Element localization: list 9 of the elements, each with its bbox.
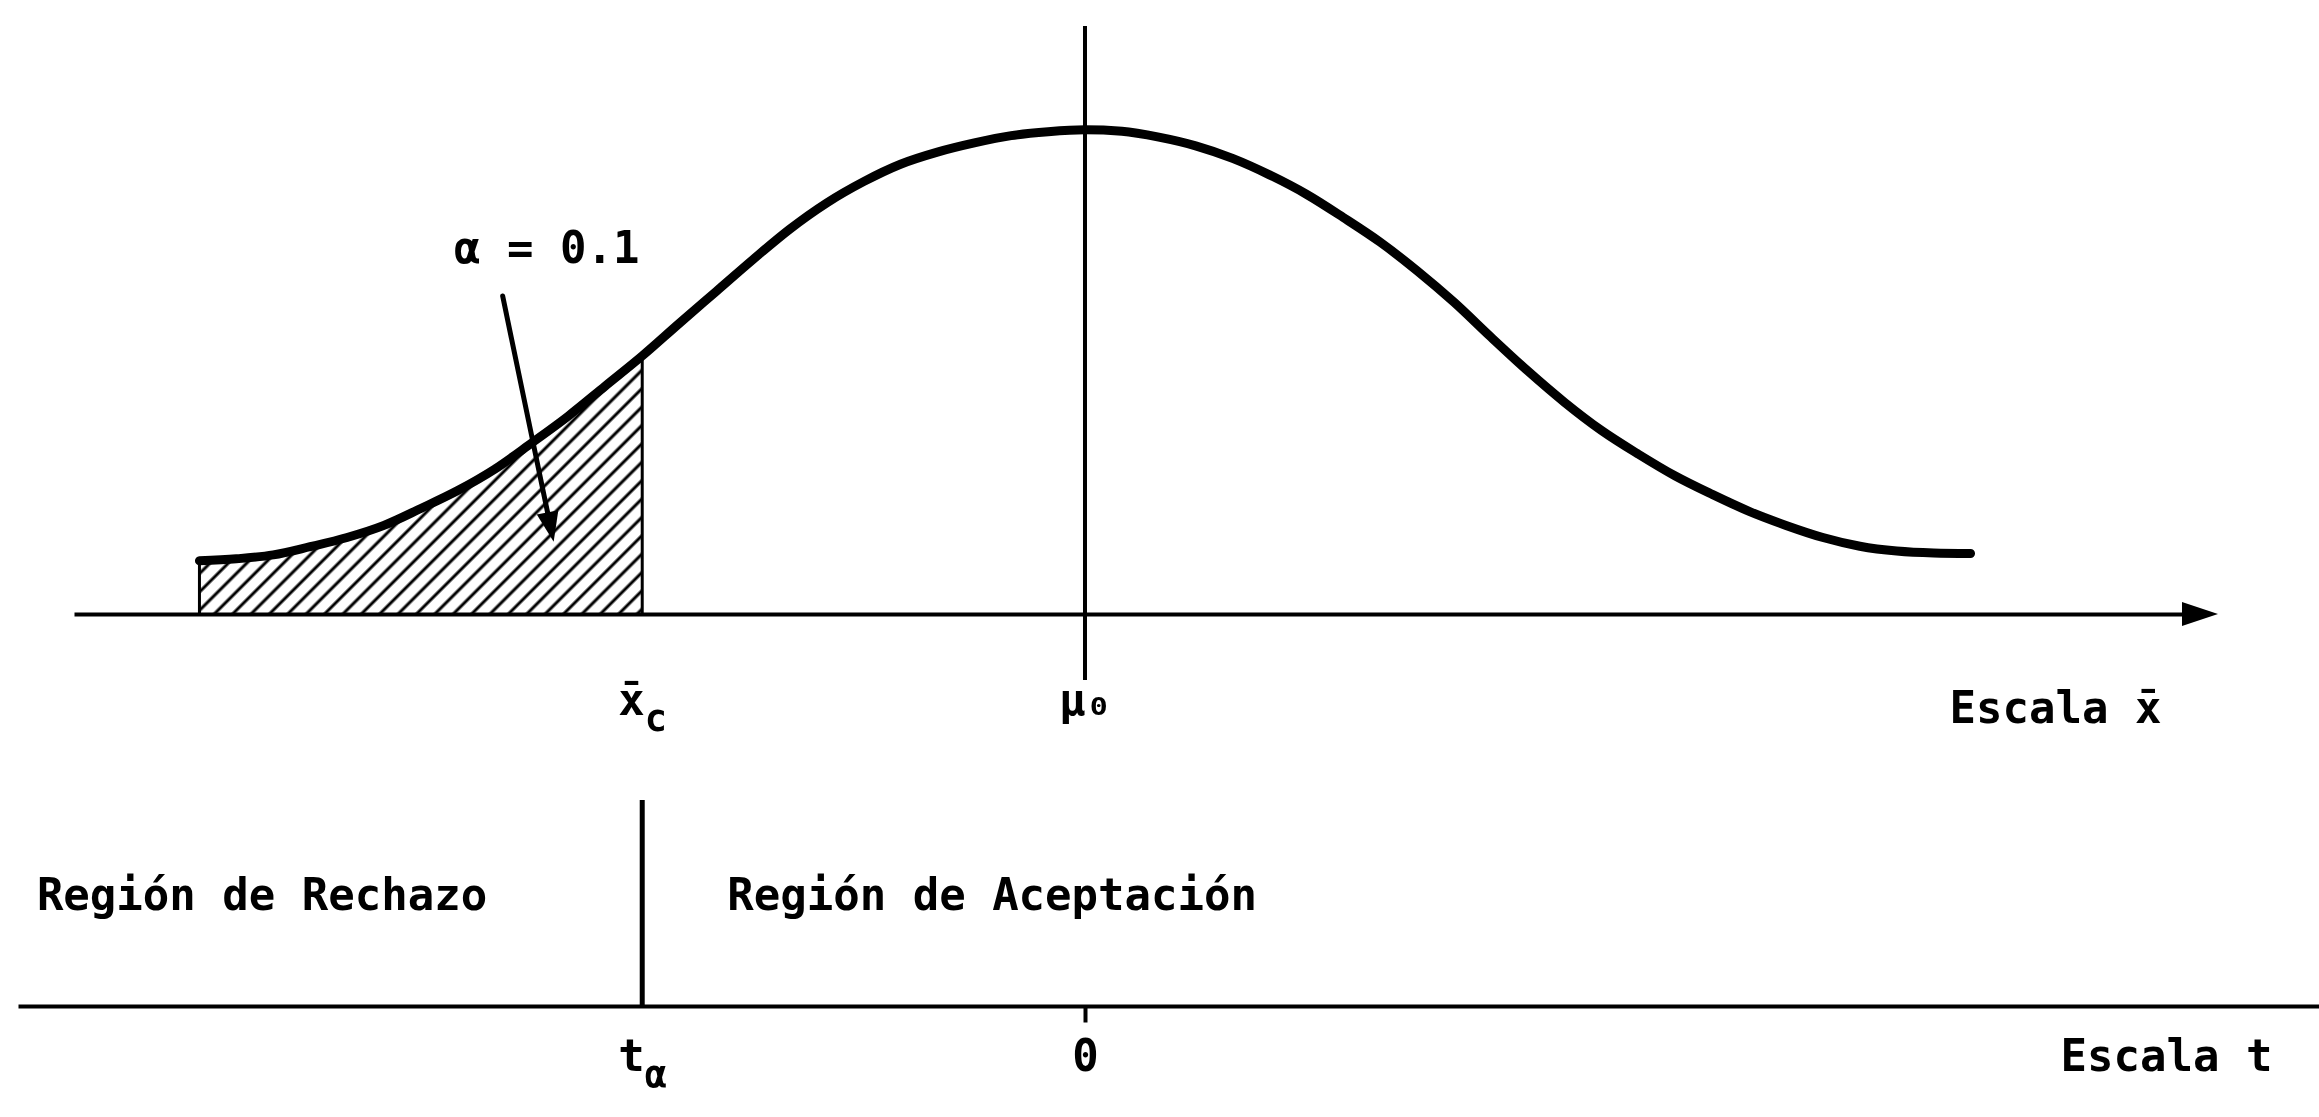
annotation: α = 0.1 (453, 222, 640, 274)
x-tick-label: x̄$_{c}$ (618, 673, 668, 740)
category-label: t$_{α}$ (618, 1029, 668, 1096)
x-tick-label: μ₀ (1059, 673, 1112, 725)
text: Región de Aceptación (727, 869, 1258, 920)
text: Escala t (2060, 1029, 2273, 1081)
x-axis-title: Escala x̄ (1949, 681, 2162, 733)
text: Región de Rechazo (36, 869, 488, 920)
category-label: 0 (1072, 1029, 1099, 1081)
